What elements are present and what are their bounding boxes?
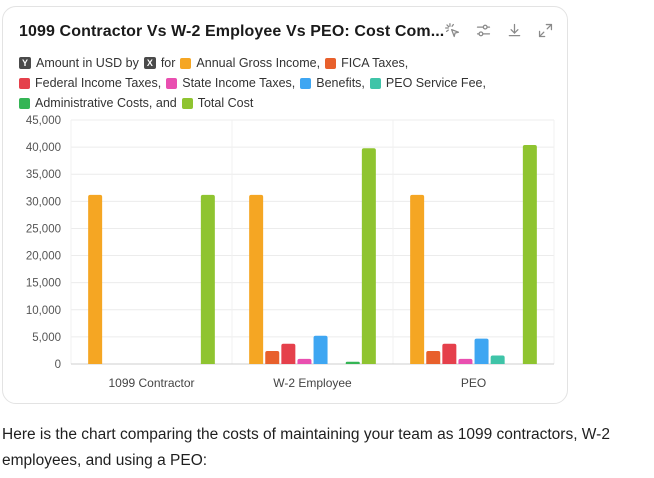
x-tick-label: W-2 Employee xyxy=(273,376,352,390)
bar-annual-gross-income[interactable] xyxy=(249,194,264,364)
bar-federal-income-taxes[interactable] xyxy=(281,343,296,364)
chart-legend: Y Amount in USD by X for Annual Gross In… xyxy=(19,53,499,113)
bar-annual-gross-income[interactable] xyxy=(88,194,103,364)
y-tick-label: 15,000 xyxy=(26,278,61,290)
bar-federal-income-taxes[interactable] xyxy=(442,343,457,364)
legend-item-label: Administrative Costs, and xyxy=(35,96,177,110)
legend-item-label: FICA Taxes, xyxy=(341,56,409,70)
legend-swatch xyxy=(180,57,192,69)
legend-swatch xyxy=(19,97,30,109)
y-axis-key-badge: Y xyxy=(19,57,31,69)
x-axis-key-badge: X xyxy=(143,57,156,69)
y-tick-label: 40,000 xyxy=(26,142,61,154)
x-tick-label: 1099 Contractor xyxy=(108,376,194,390)
legend-swatch xyxy=(181,97,193,109)
legend-x-label: for xyxy=(160,56,176,70)
legend-item: FICA Taxes, xyxy=(325,53,408,73)
legend-item: Benefits, xyxy=(300,73,365,93)
bar-chart-plot: 0 5,000 10,000 15,000 20,000 25,000 30,000 35,0… xyxy=(26,115,555,390)
legend-item: Federal Income Taxes, xyxy=(19,73,161,93)
legend-item: State Income Taxes, xyxy=(166,73,295,93)
y-tick-label: 10,000 xyxy=(26,305,61,317)
y-tick-label: 30,000 xyxy=(26,196,61,208)
legend-item-label: Benefits, xyxy=(316,76,365,90)
bar-peo-service-fee[interactable] xyxy=(490,355,505,364)
legend-swatch xyxy=(19,77,30,89)
legend-swatch xyxy=(325,57,337,69)
legend-item-label: Federal Income Taxes, xyxy=(35,76,162,90)
bar-benefits[interactable] xyxy=(474,338,489,364)
legend-swatch xyxy=(166,77,178,89)
y-tick-label: 25,000 xyxy=(26,223,61,235)
bar-benefits[interactable] xyxy=(313,335,328,364)
chart-card: 1099 Contractor Vs W-2 Employee Vs PEO: … xyxy=(2,6,568,404)
chart-toolbar xyxy=(443,21,555,40)
legend-item-label: PEO Service Fee, xyxy=(385,76,486,90)
expand-icon[interactable] xyxy=(536,21,555,40)
legend-item-label: State Income Taxes, xyxy=(182,76,296,90)
sparkle-cursor-icon[interactable] xyxy=(443,21,462,40)
bar-state-income-taxes[interactable] xyxy=(297,358,312,364)
legend-item: Total Cost xyxy=(181,93,254,113)
legend-item: Administrative Costs, and xyxy=(19,93,177,113)
y-tick-label: 20,000 xyxy=(26,251,61,263)
y-tick-label: 35,000 xyxy=(26,169,61,181)
legend-item-label: Total Cost xyxy=(197,96,254,110)
legend-item: Annual Gross Income, xyxy=(180,53,320,73)
x-tick-label: PEO xyxy=(461,376,486,390)
bar-total-cost[interactable] xyxy=(200,194,215,364)
y-tick-label: 0 xyxy=(55,359,61,371)
y-tick-label: 5,000 xyxy=(32,332,61,344)
chart-title: 1099 Contractor Vs W-2 Employee Vs PEO: … xyxy=(19,23,445,40)
bar-total-cost[interactable] xyxy=(522,144,537,364)
bar-administrative-costs[interactable] xyxy=(345,361,360,364)
bar-total-cost[interactable] xyxy=(361,148,376,364)
sliders-icon[interactable] xyxy=(474,21,493,40)
y-tick-label: 45,000 xyxy=(26,115,61,127)
download-icon[interactable] xyxy=(505,21,524,40)
response-caption: Here is the chart comparing the costs of… xyxy=(2,426,610,469)
bar-state-income-taxes[interactable] xyxy=(458,358,473,364)
legend-swatch xyxy=(300,77,312,89)
legend-item: PEO Service Fee, xyxy=(369,73,486,93)
bar-fica-taxes[interactable] xyxy=(426,351,441,364)
bar-annual-gross-income[interactable] xyxy=(410,194,425,364)
bar-fica-taxes[interactable] xyxy=(265,351,280,364)
legend-y-label: Amount in USD by xyxy=(36,56,139,70)
legend-swatch xyxy=(369,77,381,89)
legend-item-label: Annual Gross Income, xyxy=(196,56,321,70)
